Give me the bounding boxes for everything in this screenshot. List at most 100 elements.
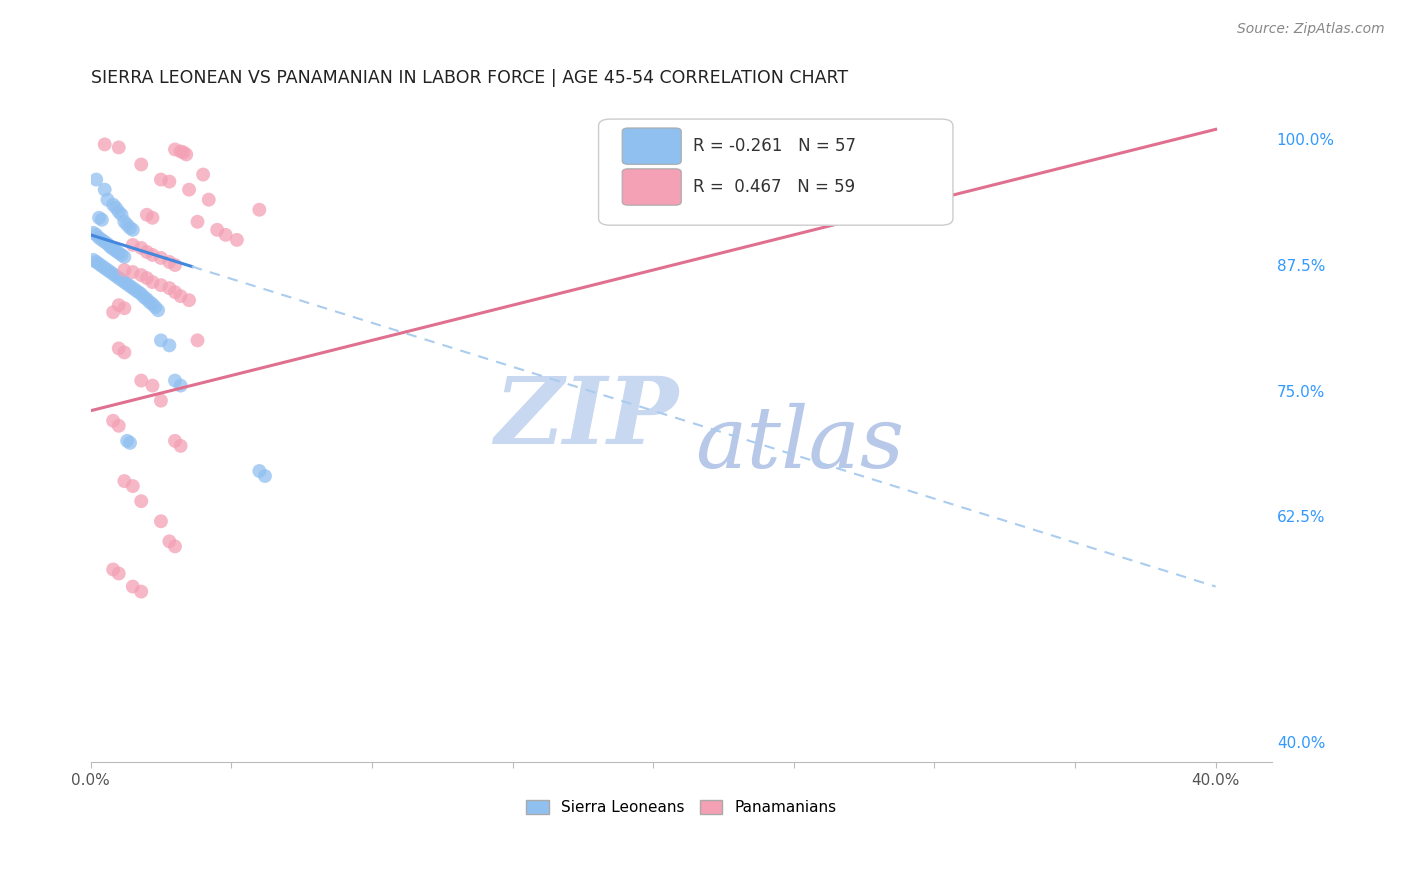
Point: [107, 246, 129, 260]
Point: [146, 303, 169, 318]
Point: [101, 267, 124, 281]
Point: [107, 298, 129, 312]
Point: [186, 215, 208, 229]
Point: [141, 248, 163, 262]
Point: [90, 212, 112, 227]
Point: [101, 242, 124, 256]
Point: [163, 285, 186, 300]
Point: [84, 172, 107, 186]
Point: [191, 168, 214, 182]
Point: [141, 211, 163, 225]
Point: [157, 534, 180, 549]
Point: [121, 223, 143, 237]
Point: [129, 241, 152, 255]
Point: [135, 292, 157, 306]
Point: [104, 268, 127, 283]
Point: [107, 204, 129, 219]
Point: [129, 287, 152, 301]
Point: [107, 342, 129, 356]
Point: [169, 378, 191, 392]
Point: [157, 255, 180, 269]
FancyBboxPatch shape: [623, 169, 682, 205]
Point: [253, 469, 276, 483]
Point: [141, 275, 163, 289]
Point: [101, 562, 124, 576]
Point: [115, 218, 138, 232]
Point: [149, 172, 172, 186]
Point: [129, 157, 152, 171]
Point: [98, 265, 121, 279]
Point: [143, 300, 166, 314]
Point: [177, 183, 200, 197]
Point: [141, 297, 163, 311]
Text: R = -0.261   N = 57: R = -0.261 N = 57: [693, 137, 856, 155]
Point: [110, 248, 132, 262]
Point: [118, 435, 141, 450]
Point: [112, 275, 135, 289]
Point: [96, 236, 118, 251]
Point: [87, 211, 110, 225]
Point: [104, 244, 127, 258]
Point: [90, 259, 112, 273]
Point: [96, 263, 118, 277]
Point: [107, 271, 129, 285]
Point: [163, 374, 186, 388]
Text: R =  0.467   N = 59: R = 0.467 N = 59: [693, 178, 855, 196]
Point: [205, 223, 228, 237]
Point: [177, 293, 200, 308]
FancyBboxPatch shape: [599, 120, 953, 225]
Point: [149, 514, 172, 528]
Point: [90, 233, 112, 247]
Point: [127, 285, 149, 300]
Point: [121, 580, 143, 594]
Point: [163, 143, 186, 157]
Point: [98, 240, 121, 254]
Point: [149, 393, 172, 408]
Text: ZIP: ZIP: [495, 373, 679, 463]
Point: [247, 202, 270, 217]
Point: [93, 137, 115, 152]
Point: [169, 289, 191, 303]
Point: [169, 439, 191, 453]
Point: [112, 250, 135, 264]
Point: [129, 494, 152, 508]
Point: [107, 140, 129, 154]
Point: [138, 295, 160, 310]
Point: [107, 566, 129, 581]
Point: [225, 233, 247, 247]
Point: [93, 260, 115, 275]
Point: [82, 252, 104, 267]
Point: [118, 220, 141, 235]
Point: [132, 290, 155, 304]
Point: [93, 235, 115, 249]
Point: [87, 231, 110, 245]
Text: Source: ZipAtlas.com: Source: ZipAtlas.com: [1237, 22, 1385, 37]
Point: [104, 201, 127, 215]
Point: [112, 215, 135, 229]
Point: [101, 414, 124, 428]
Point: [121, 479, 143, 493]
Point: [101, 305, 124, 319]
Point: [84, 255, 107, 269]
Point: [93, 183, 115, 197]
Point: [135, 208, 157, 222]
Point: [157, 281, 180, 295]
Point: [112, 474, 135, 488]
Point: [157, 338, 180, 352]
Point: [96, 193, 118, 207]
Point: [149, 334, 172, 348]
Point: [82, 226, 104, 240]
Point: [247, 464, 270, 478]
Point: [214, 227, 236, 242]
Point: [135, 244, 157, 259]
Point: [169, 145, 191, 159]
Text: SIERRA LEONEAN VS PANAMANIAN IN LABOR FORCE | AGE 45-54 CORRELATION CHART: SIERRA LEONEAN VS PANAMANIAN IN LABOR FO…: [90, 69, 848, 87]
Point: [129, 374, 152, 388]
Point: [163, 540, 186, 554]
Point: [129, 268, 152, 282]
Point: [112, 301, 135, 316]
Point: [110, 273, 132, 287]
FancyBboxPatch shape: [623, 128, 682, 164]
Point: [157, 175, 180, 189]
Point: [121, 238, 143, 252]
